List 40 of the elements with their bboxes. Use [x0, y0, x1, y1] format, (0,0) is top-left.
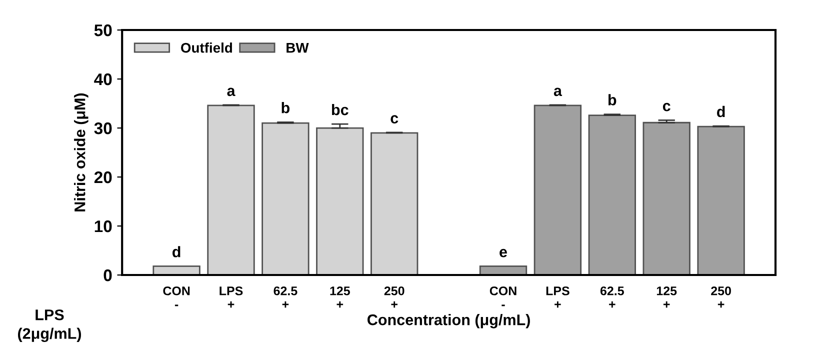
- data-label: a: [554, 88, 562, 96]
- data-label: c: [662, 102, 670, 112]
- x-tick-label: 250 +: [384, 286, 404, 308]
- bar: [262, 122, 310, 276]
- y-tick-label: 50: [94, 24, 112, 36]
- text: LPS (2μg/mL): [18, 309, 81, 342]
- bar: [534, 104, 582, 276]
- y-tick-label: 30: [94, 122, 112, 134]
- bar: [370, 132, 418, 276]
- bar: [642, 122, 690, 276]
- y-tick-label: 20: [94, 171, 112, 184]
- bar: [152, 265, 200, 276]
- x-tick-label: 125 +: [656, 286, 677, 308]
- x-tick-label: LPS +: [546, 286, 570, 308]
- data-label: d: [717, 106, 725, 118]
- data-label: d: [172, 246, 180, 258]
- y-tick-label: 40: [94, 73, 112, 86]
- x-tick-label: 250 +: [711, 286, 731, 308]
- data-label: b: [282, 102, 290, 114]
- bar: [588, 114, 636, 276]
- x-tick-label: LPS +: [220, 286, 243, 308]
- x-tick-label: 62.5 +: [274, 286, 298, 308]
- bar: [207, 104, 255, 276]
- y-tick-label: 0: [104, 269, 112, 282]
- x-tick-label: CON -: [490, 286, 516, 306]
- data-label: c: [390, 115, 398, 124]
- x-tick-label: CON -: [163, 286, 190, 306]
- x-tick-label: 125 +: [330, 286, 350, 308]
- data-label: e: [500, 248, 507, 258]
- x-axis-title: Concentration (μg/mL): [368, 314, 530, 328]
- data-label: b: [608, 94, 616, 106]
- data-label: a: [227, 88, 236, 96]
- bar: [697, 126, 745, 276]
- bar: [316, 127, 364, 276]
- y-tick-label: 10: [94, 220, 112, 232]
- legend-label: BW: [286, 43, 309, 53]
- data-label: bc: [332, 104, 348, 116]
- y-axis-title: Nitric oxide (μM): [74, 93, 88, 212]
- legend-label: Outfield: [181, 42, 232, 53]
- x-tick-label: 62.5 +: [600, 286, 624, 308]
